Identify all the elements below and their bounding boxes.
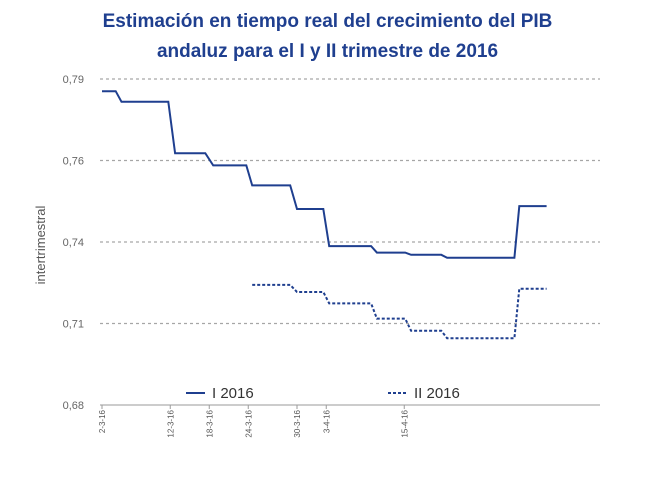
series-line-ii-2016 [252, 283, 547, 340]
chart-title-line-2: andaluz para el I y II trimestre de 2016 [157, 41, 498, 62]
series-lines [102, 90, 547, 340]
x-tick-label: 2-3-16 [98, 409, 107, 433]
x-tick-label: 18-3-16 [205, 409, 214, 437]
y-tick-label: 0,74 [63, 237, 84, 249]
legend: I 2016 II 2016 [186, 385, 460, 402]
y-axis-label: intertrimestral [33, 206, 48, 285]
x-tick-label: 30-3-16 [293, 409, 302, 437]
x-tick-label: 15-4-16 [400, 409, 409, 437]
x-tick-labels: 2-3-16 12-3-16 18-3-16 24-3-16 30-3-16 3-4-16… [98, 405, 409, 438]
chart-title-line-1: Estimación en tiempo real del crecimient… [103, 11, 553, 32]
legend-label-ii-2016: II 2016 [414, 385, 460, 402]
gridlines [100, 78, 600, 325]
x-tick-label: 24-3-16 [244, 409, 253, 437]
y-tick-label: 0,79 [63, 74, 84, 86]
y-tick-label: 0,76 [63, 156, 84, 168]
series-line-i-2016 [102, 90, 547, 259]
x-tick-label: 12-3-16 [166, 409, 175, 437]
y-tick-label: 0,71 [63, 319, 84, 331]
legend-label-i-2016: I 2016 [212, 385, 254, 402]
x-tick-label: 3-4-16 [322, 409, 331, 433]
y-tick-labels: 0,68 0,71 0,74 0,76 0,79 [63, 74, 84, 412]
y-tick-label: 0,68 [63, 400, 84, 412]
